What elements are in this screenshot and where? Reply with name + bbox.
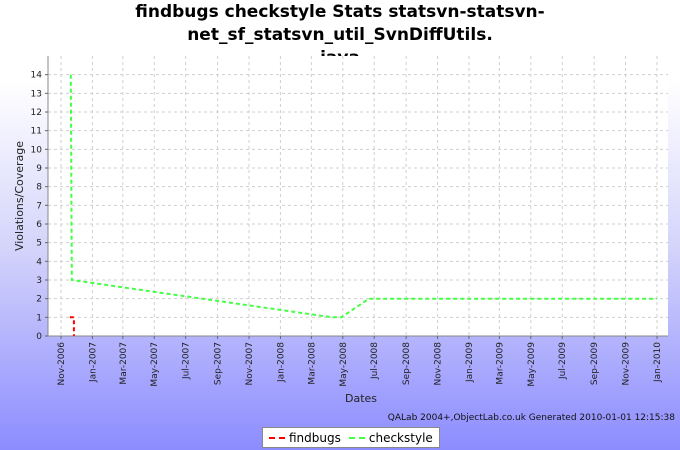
y-tick-label: 4	[36, 257, 42, 267]
plot-area	[48, 56, 668, 336]
legend-label-checkstyle: checkstyle	[368, 430, 433, 445]
x-tick-label: Nov-2007	[245, 342, 255, 385]
generated-footer: QALab 2004+,ObjectLab.co.uk Generated 20…	[387, 413, 675, 423]
x-tick-label: May-2008	[339, 342, 349, 387]
x-tick-label: Jan-2007	[88, 342, 98, 383]
y-tick-label: 1	[36, 313, 42, 323]
y-tick-label: 0	[36, 332, 42, 342]
x-axis-label: Dates	[345, 392, 377, 405]
y-tick-label: 7	[36, 201, 42, 211]
legend-item-checkstyle: checkstyle	[348, 430, 433, 445]
chart-title-line1: findbugs checkstyle Stats statsvn-statsv…	[135, 2, 545, 45]
legend-swatch-checkstyle	[348, 436, 365, 439]
y-tick-label: 3	[36, 276, 42, 286]
series-line-findbugs	[69, 316, 75, 336]
x-tick-label: Sep-2009	[590, 342, 600, 385]
y-tick-label: 12	[31, 108, 42, 118]
grid-lines	[47, 56, 668, 337]
legend-label-findbugs: findbugs	[289, 430, 341, 445]
chart-legend: findbugs checkstyle	[262, 427, 440, 448]
y-tick-label: 6	[36, 220, 42, 230]
x-tick-label: Sep-2007	[214, 342, 224, 385]
series-lines	[69, 74, 657, 336]
x-tick-label: Jul-2009	[558, 342, 568, 380]
x-tick-label: May-2009	[527, 342, 537, 387]
x-tick-label: Jan-2009	[465, 342, 475, 383]
x-tick-label: May-2007	[150, 342, 160, 387]
x-tick-label: Mar-2009	[495, 342, 505, 385]
y-tick-label: 14	[31, 71, 43, 81]
y-tick-label: 5	[36, 239, 42, 249]
x-tick-label: Jul-2008	[370, 342, 380, 380]
y-tick-label: 2	[36, 295, 42, 305]
y-tick-label: 13	[31, 89, 42, 99]
y-axis-label: Violations/Coverage	[13, 141, 26, 251]
x-tick-label: Jan-2008	[276, 342, 286, 383]
x-axis-ticks: Nov-2006 Jan-2007 Mar-2007 May-2007 Jul-2007…	[57, 336, 663, 387]
x-tick-label: Mar-2008	[307, 342, 317, 385]
y-tick-label: 10	[31, 145, 43, 155]
legend-item-findbugs: findbugs	[269, 431, 341, 445]
y-tick-label: 11	[31, 127, 42, 137]
y-tick-label: 8	[36, 183, 42, 193]
x-tick-label: Nov-2009	[622, 342, 632, 386]
x-tick-label: Jul-2007	[182, 342, 192, 380]
x-tick-label: Nov-2006	[57, 342, 67, 386]
series-line-checkstyle	[69, 74, 657, 319]
x-tick-label: Nov-2008	[434, 342, 444, 386]
x-tick-label: Sep-2008	[402, 342, 412, 385]
x-tick-label: Jan-2010	[653, 342, 663, 383]
x-tick-label: Mar-2007	[119, 342, 129, 385]
legend-swatch-findbugs	[269, 436, 285, 439]
y-tick-label: 9	[36, 164, 42, 174]
